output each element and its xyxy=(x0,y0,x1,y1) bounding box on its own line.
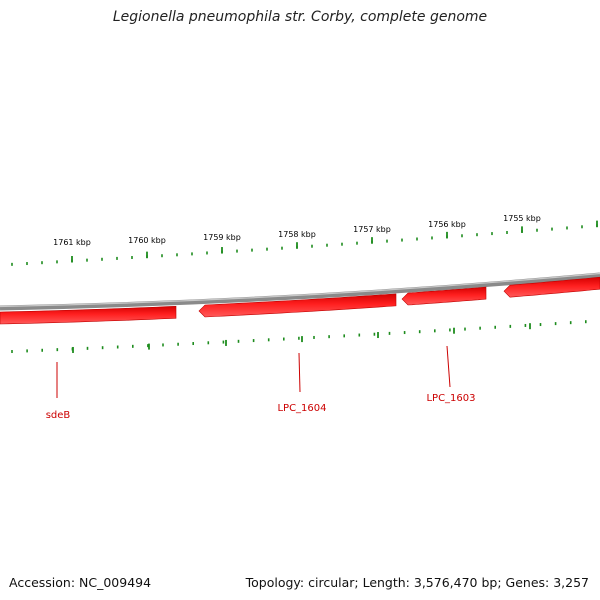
scale-label: 1759 kbp xyxy=(203,233,241,242)
scale-label: 1760 kbp xyxy=(128,236,166,245)
scale-labels: 1761 kbp 1760 kbp 1759 kbp 1758 kbp 1757 kbp… xyxy=(53,214,541,247)
gene-callout-line xyxy=(298,352,301,393)
scale-label: 1756 kbp xyxy=(428,220,466,229)
gene-feature-LPC_1604 xyxy=(198,293,397,318)
genome-backbone-highlight xyxy=(0,272,600,308)
gene-feature-sdeB xyxy=(0,305,177,325)
scale-label: 1758 kbp xyxy=(278,230,316,239)
gene-callout-line xyxy=(446,345,451,388)
gene-features xyxy=(0,276,600,325)
accession-text: Accession: NC_009494 xyxy=(9,575,152,590)
scale-label: 1757 kbp xyxy=(353,225,391,234)
genome-summary-text: Topology: circular; Length: 3,576,470 bp… xyxy=(245,575,589,590)
scale-label: 1761 kbp xyxy=(53,238,91,247)
gene-feature-LPC_1603 xyxy=(401,286,487,306)
outer-scale-ticks xyxy=(11,220,598,266)
inner-scale-ticks xyxy=(11,320,587,354)
gene-label-sdeB: sdeB xyxy=(46,410,71,421)
scale-label: 1755 kbp xyxy=(503,214,541,223)
gene-label-LPC_1604: LPC_1604 xyxy=(277,403,326,414)
map-title: Legionella pneumophila str. Corby, compl… xyxy=(112,9,488,25)
gene-feature xyxy=(503,276,600,298)
genome-backbone xyxy=(0,272,600,311)
gene-label-LPC_1603: LPC_1603 xyxy=(426,393,475,404)
